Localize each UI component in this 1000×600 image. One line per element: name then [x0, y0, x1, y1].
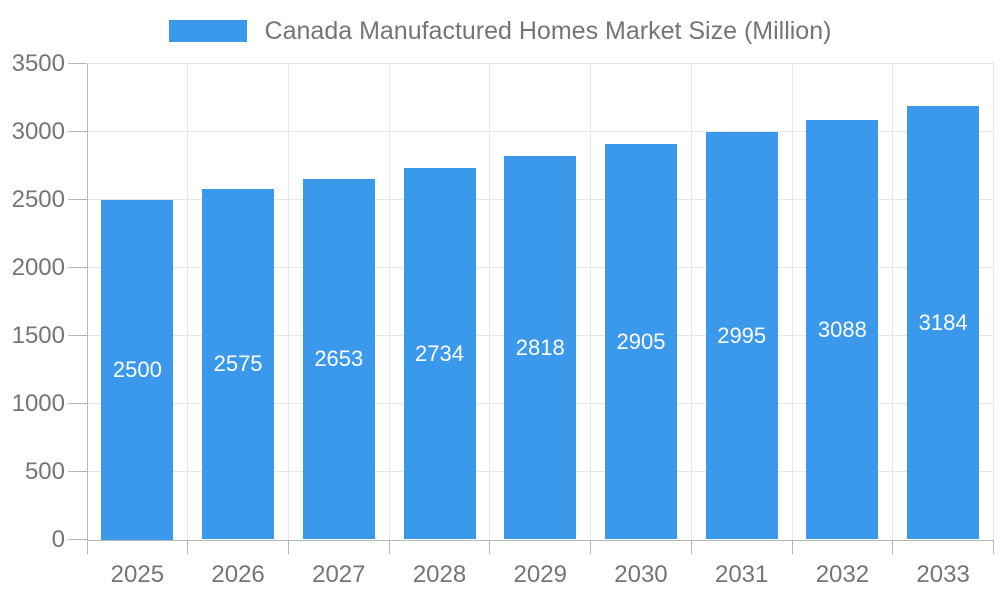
- v-gridline: [892, 63, 894, 540]
- y-axis-tick-label: 3000: [11, 117, 65, 145]
- legend-label: Canada Manufactured Homes Market Size (M…: [264, 16, 832, 45]
- x-axis-tick-label: 2029: [513, 561, 567, 588]
- x-axis-line: [86, 539, 994, 541]
- legend-swatch-icon: [168, 20, 247, 42]
- x-axis-tick-label: 2027: [312, 561, 366, 588]
- bar-value-label: 3088: [817, 316, 867, 342]
- x-axis-tick-label: 2026: [211, 561, 265, 588]
- bar-2028: [403, 167, 476, 540]
- x-axis-tick: [892, 539, 894, 554]
- y-axis-tick: [68, 471, 87, 472]
- x-axis-tick: [187, 539, 189, 554]
- bar-2026: [202, 189, 275, 540]
- y-axis-tick: [68, 199, 87, 200]
- v-gridline: [993, 63, 994, 540]
- bar-value-label: 2734: [415, 340, 464, 366]
- y-axis-tick-label: 0: [51, 525, 65, 553]
- bar-value-label: 2905: [616, 328, 666, 354]
- y-axis-tick: [68, 335, 87, 336]
- v-gridline: [489, 63, 491, 540]
- x-axis-tick: [590, 539, 592, 554]
- v-gridline: [287, 63, 289, 540]
- x-axis-tick-label: 2033: [916, 561, 970, 588]
- x-axis-tick-label: 2028: [412, 561, 467, 588]
- x-axis-tick: [690, 539, 692, 554]
- y-axis-tick-label: 500: [24, 457, 65, 485]
- bar-2031: [705, 132, 778, 540]
- v-gridline: [590, 63, 592, 540]
- y-axis-tick-label: 2500: [11, 185, 65, 213]
- x-axis-tick: [791, 539, 793, 554]
- bar-value-label: 2995: [717, 322, 767, 348]
- x-axis-tick: [489, 539, 491, 554]
- x-axis-tick-label: 2031: [714, 561, 769, 588]
- legend: Canada Manufactured Homes Market Size (M…: [0, 16, 1000, 46]
- y-axis-line: [86, 63, 88, 540]
- bar-2025: [101, 199, 174, 540]
- y-axis-tick: [68, 63, 87, 64]
- bar-value-label: 2818: [515, 334, 565, 360]
- x-axis-tick: [287, 539, 289, 554]
- x-axis-tick: [86, 539, 88, 554]
- bar-2027: [302, 178, 375, 540]
- bar-2032: [806, 119, 879, 540]
- y-axis-tick: [68, 267, 87, 268]
- x-axis-tick-label: 2032: [815, 561, 870, 588]
- x-axis-tick-label: 2025: [110, 561, 165, 588]
- y-axis-tick-label: 2000: [11, 253, 65, 281]
- y-axis-tick: [68, 539, 87, 540]
- y-axis-tick: [68, 131, 87, 132]
- bar-2029: [504, 156, 577, 540]
- y-axis-tick: [68, 403, 87, 404]
- y-axis-tick-label: 1500: [11, 321, 65, 349]
- x-axis-tick: [993, 539, 994, 554]
- h-gridline: [87, 131, 994, 132]
- legend-item[interactable]: Canada Manufactured Homes Market Size (M…: [168, 16, 832, 46]
- bar-value-label: 2575: [213, 351, 263, 377]
- bar-value-label: 3184: [918, 309, 968, 335]
- bar-2030: [604, 144, 677, 540]
- y-axis-tick-label: 1000: [11, 389, 65, 417]
- y-axis-tick-label: 3500: [11, 49, 65, 77]
- bar-value-label: 2500: [112, 356, 162, 382]
- v-gridline: [690, 63, 692, 540]
- v-gridline: [187, 63, 189, 540]
- v-gridline: [388, 63, 390, 540]
- v-gridline: [791, 63, 793, 540]
- bar-2033: [907, 106, 980, 540]
- bar-value-label: 2653: [314, 346, 364, 372]
- h-gridline: [87, 63, 994, 64]
- x-axis-tick-label: 2030: [614, 561, 668, 588]
- x-axis-tick: [388, 539, 390, 554]
